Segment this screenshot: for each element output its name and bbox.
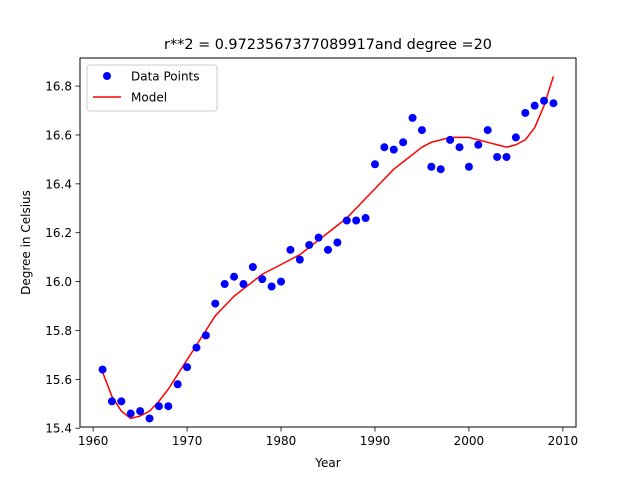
data-point	[98, 365, 107, 374]
x-tick-label: 1990	[360, 434, 391, 448]
x-tick-label: 1960	[78, 434, 109, 448]
data-point	[333, 238, 342, 247]
data-point	[342, 216, 351, 225]
data-point	[220, 280, 229, 289]
y-tick-label: 16.2	[45, 226, 72, 240]
chart-title: r**2 = 0.9723567377089917and degree =20	[164, 37, 492, 53]
data-point	[107, 397, 116, 406]
plot-area	[98, 76, 558, 423]
data-point	[361, 214, 370, 223]
data-point	[295, 255, 304, 264]
data-point	[267, 282, 276, 291]
axes-frame	[79, 57, 577, 428]
legend-label-model: Model	[131, 91, 167, 105]
data-point	[230, 272, 239, 281]
y-tick-label: 16.0	[45, 275, 72, 289]
data-point	[286, 245, 295, 254]
data-point	[239, 280, 248, 289]
data-point	[248, 262, 257, 271]
data-point	[408, 113, 417, 122]
data-point	[117, 397, 126, 406]
data-point	[464, 162, 473, 171]
data-point	[446, 135, 455, 144]
data-point	[511, 133, 520, 142]
data-point	[314, 233, 323, 242]
data-point	[455, 143, 464, 152]
x-tick-label: 1970	[172, 434, 203, 448]
data-point	[145, 414, 154, 423]
data-point	[164, 402, 173, 411]
data-point	[192, 343, 201, 352]
data-point	[277, 277, 286, 286]
y-tick-label: 16.8	[45, 80, 72, 94]
y-axis-label: Degree in Celsius	[19, 190, 33, 295]
data-point	[502, 152, 511, 161]
y-tick-label: 15.8	[45, 324, 72, 338]
data-point	[136, 407, 145, 416]
y-tick-label: 16.4	[45, 177, 72, 191]
data-point	[173, 380, 182, 389]
data-point	[483, 126, 492, 135]
data-point	[183, 363, 192, 372]
data-point	[427, 162, 436, 171]
axis-ticks: 1960 1970 1980 1990 2000 2010 15.4 15.6 15.8 16.0…	[45, 80, 578, 448]
data-point	[549, 99, 558, 108]
data-point	[493, 152, 502, 161]
data-point	[154, 402, 163, 411]
data-point	[474, 140, 483, 149]
x-axis-label: Year	[314, 456, 340, 470]
data-point	[258, 275, 267, 284]
data-point	[380, 143, 389, 152]
legend-marker-data-points	[103, 72, 111, 80]
data-point	[126, 409, 135, 418]
data-point	[389, 145, 398, 154]
x-tick-label: 1980	[266, 434, 297, 448]
legend-box	[86, 64, 218, 112]
y-tick-label: 16.6	[45, 128, 72, 142]
legend-label-data-points: Data Points	[131, 70, 200, 84]
data-point	[521, 108, 530, 117]
data-point	[211, 299, 220, 308]
data-point	[530, 101, 539, 110]
y-tick-label: 15.6	[45, 373, 72, 387]
legend: Data Points Model	[86, 64, 218, 112]
data-point	[370, 160, 379, 169]
data-point	[417, 126, 426, 135]
data-point	[399, 138, 408, 147]
x-tick-label: 2010	[548, 434, 579, 448]
data-point	[201, 331, 210, 340]
y-tick-label: 15.4	[45, 422, 72, 436]
data-point	[540, 96, 549, 105]
x-tick-label: 2000	[454, 434, 485, 448]
model-line	[101, 76, 555, 420]
data-point	[352, 216, 361, 225]
data-point	[324, 245, 332, 254]
data-point	[436, 165, 445, 174]
data-point	[305, 240, 314, 249]
